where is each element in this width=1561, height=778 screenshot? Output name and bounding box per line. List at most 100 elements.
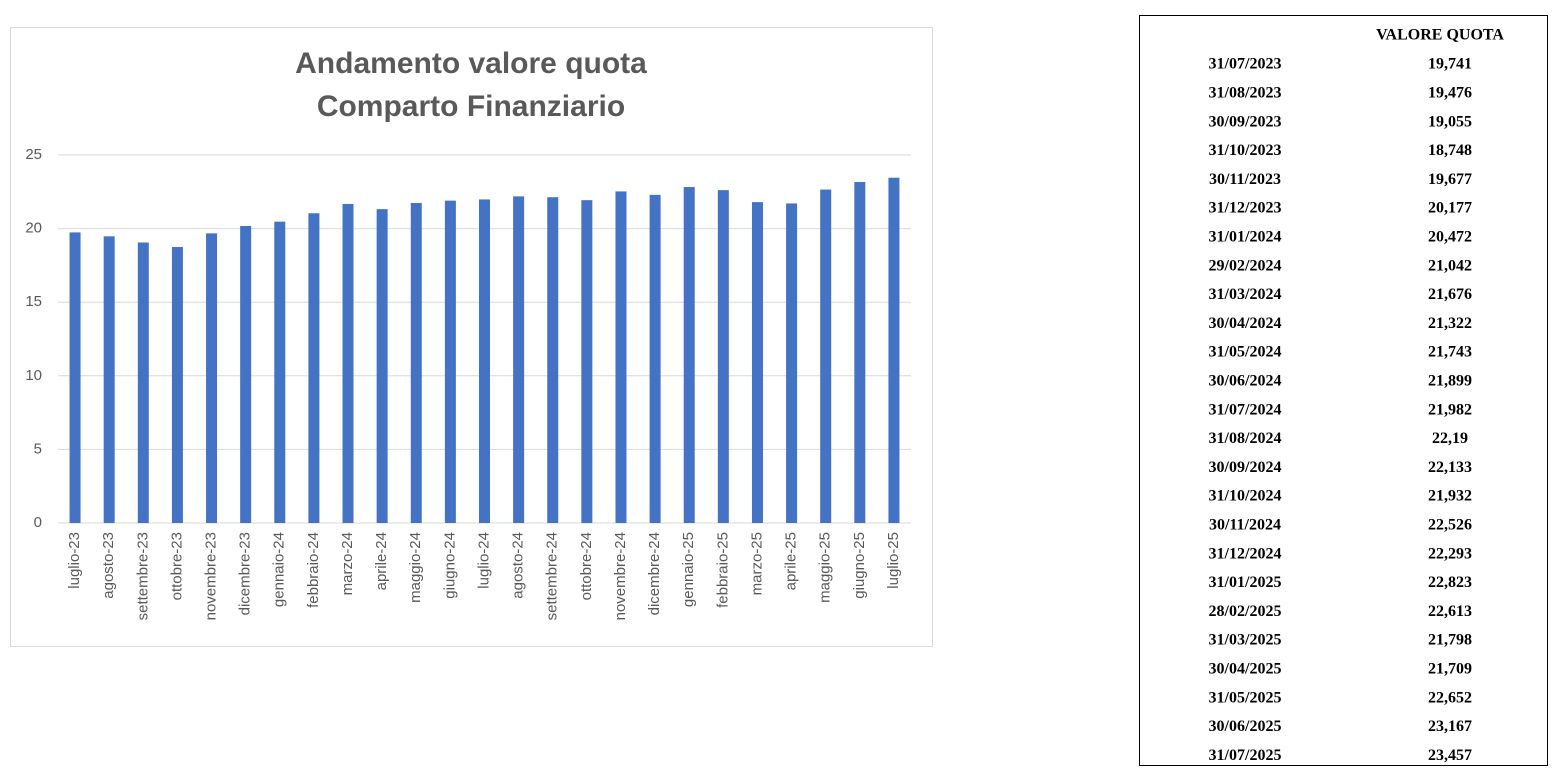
bar xyxy=(206,233,218,523)
bar xyxy=(308,213,320,523)
bar xyxy=(820,189,832,523)
x-tick-label: settembre-24 xyxy=(544,532,561,620)
table-value: 21,899 xyxy=(1428,372,1472,389)
x-tick-label: luglio-23 xyxy=(66,532,83,589)
bar xyxy=(240,225,252,523)
x-tick-label: febbraio-24 xyxy=(305,532,322,608)
table-value: 22,293 xyxy=(1428,545,1472,562)
bar xyxy=(137,242,149,523)
x-tick-label: ottobre-24 xyxy=(578,532,595,600)
table-date: 29/02/2024 xyxy=(1209,257,1282,274)
x-tick-label: settembre-23 xyxy=(134,532,151,620)
table-date: 31/12/2023 xyxy=(1209,200,1282,217)
x-tick-label: agosto-23 xyxy=(100,532,117,599)
table-date: 30/06/2024 xyxy=(1209,372,1282,389)
bar xyxy=(854,181,866,524)
table-date: 31/10/2024 xyxy=(1209,488,1282,505)
bar xyxy=(717,190,729,523)
table-value: 21,042 xyxy=(1428,257,1472,274)
table-value: 18,748 xyxy=(1428,142,1472,159)
table-value: 23,457 xyxy=(1428,747,1472,764)
bar xyxy=(751,202,763,524)
table-value: 21,798 xyxy=(1428,632,1472,649)
bar xyxy=(615,191,627,523)
table-value: 19,677 xyxy=(1428,171,1472,188)
x-tick-label: novembre-23 xyxy=(203,532,220,620)
x-tick-label: gennaio-24 xyxy=(271,532,288,607)
chart-title: Andamento valore quota xyxy=(295,47,647,80)
bar xyxy=(786,203,798,523)
x-tick-label: aprile-24 xyxy=(373,532,390,590)
y-tick-label: 10 xyxy=(25,367,42,384)
chart-frame xyxy=(10,27,933,647)
y-tick-label: 5 xyxy=(34,440,42,457)
table-date: 31/03/2025 xyxy=(1209,632,1282,649)
table-value: 21,932 xyxy=(1428,488,1472,505)
table-value: 19,741 xyxy=(1428,56,1472,73)
table-value: 19,476 xyxy=(1428,84,1472,101)
table-date: 31/07/2023 xyxy=(1209,56,1282,73)
table-date: 31/01/2024 xyxy=(1209,228,1282,245)
y-tick-label: 20 xyxy=(25,220,42,237)
table-date: 30/04/2024 xyxy=(1209,315,1282,332)
table-date: 31/05/2024 xyxy=(1209,344,1282,361)
x-tick-label: aprile-25 xyxy=(783,532,800,590)
x-tick-label: dicembre-23 xyxy=(237,532,254,615)
table-value: 22,613 xyxy=(1428,603,1472,620)
table-value: 21,743 xyxy=(1428,344,1472,361)
y-tick-label: 0 xyxy=(34,514,42,531)
table-date: 30/06/2025 xyxy=(1209,718,1282,735)
x-tick-label: luglio-24 xyxy=(475,532,492,589)
x-tick-label: marzo-25 xyxy=(748,532,765,595)
bar xyxy=(103,236,115,523)
x-tick-label: giugno-24 xyxy=(441,532,458,599)
table-date: 28/02/2025 xyxy=(1209,603,1282,620)
x-tick-label: luglio-25 xyxy=(885,532,902,589)
x-tick-label: ottobre-23 xyxy=(168,532,185,600)
table-date: 30/09/2024 xyxy=(1209,459,1282,476)
table-value: 21,982 xyxy=(1428,401,1472,418)
bar xyxy=(581,200,593,524)
x-tick-label: maggio-25 xyxy=(817,532,834,603)
table-value: 22,823 xyxy=(1428,574,1472,591)
table-date: 31/10/2023 xyxy=(1209,142,1282,159)
table-value: 22,133 xyxy=(1428,459,1472,476)
table-frame xyxy=(1139,15,1548,766)
table-date: 31/07/2024 xyxy=(1209,401,1282,418)
table-value: 22,526 xyxy=(1428,516,1472,533)
x-tick-label: maggio-24 xyxy=(407,532,424,603)
table-date: 31/12/2024 xyxy=(1209,545,1282,562)
table-value: 21,709 xyxy=(1428,660,1472,677)
bar xyxy=(888,177,900,524)
bar xyxy=(376,209,388,523)
bar xyxy=(683,187,695,523)
x-tick-label: dicembre-24 xyxy=(646,532,663,615)
table-value: 22,652 xyxy=(1428,689,1472,706)
table-value: 20,177 xyxy=(1428,200,1472,217)
table-value: 21,322 xyxy=(1428,315,1472,332)
table-date: 31/08/2023 xyxy=(1209,84,1282,101)
bar xyxy=(547,197,559,523)
bar xyxy=(649,194,661,523)
bar xyxy=(513,196,525,523)
bar xyxy=(410,202,422,523)
table-header: VALORE QUOTA xyxy=(1376,27,1504,44)
table-date: 30/09/2023 xyxy=(1209,113,1282,130)
table-value: 23,167 xyxy=(1428,718,1472,735)
y-tick-label: 15 xyxy=(25,293,42,310)
table-date: 31/08/2024 xyxy=(1209,430,1282,447)
table-value: 19,055 xyxy=(1428,113,1472,130)
table-date: 31/03/2024 xyxy=(1209,286,1282,303)
chart-subtitle: Comparto Finanziario xyxy=(317,90,625,123)
x-tick-label: novembre-24 xyxy=(612,532,629,620)
table-value: 21,676 xyxy=(1428,286,1472,303)
bar xyxy=(171,247,183,524)
table-value: 22,19 xyxy=(1432,430,1468,447)
table-date: 30/11/2023 xyxy=(1209,171,1281,188)
bar xyxy=(444,200,456,523)
x-tick-label: febbraio-25 xyxy=(714,532,731,608)
bar xyxy=(479,199,490,523)
bar xyxy=(69,232,81,523)
bar xyxy=(274,221,286,523)
